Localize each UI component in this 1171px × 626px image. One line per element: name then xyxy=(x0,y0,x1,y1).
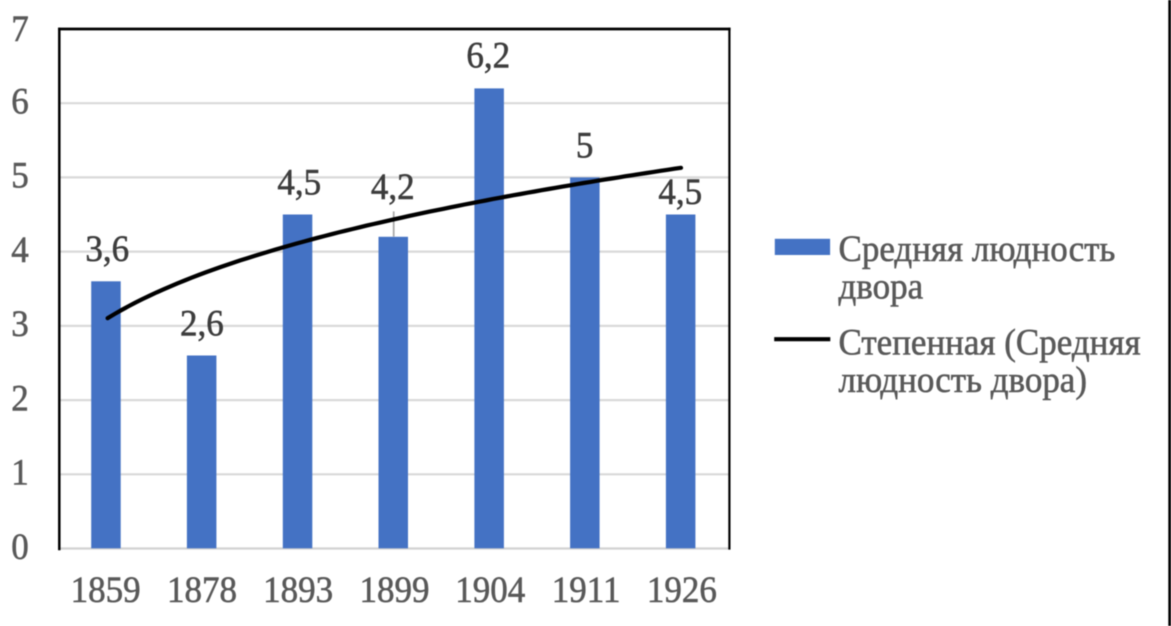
svg-text:5: 5 xyxy=(11,155,29,196)
svg-text:1899: 1899 xyxy=(360,569,430,610)
svg-text:Степенная (Средняя: Степенная (Средняя xyxy=(839,322,1141,363)
svg-text:3,6: 3,6 xyxy=(85,228,129,269)
svg-text:1: 1 xyxy=(11,452,29,493)
svg-text:1911: 1911 xyxy=(552,569,621,610)
svg-text:2,6: 2,6 xyxy=(180,302,224,343)
svg-text:людность двора): людность двора) xyxy=(839,359,1087,400)
svg-text:2: 2 xyxy=(11,377,29,418)
svg-text:Средняя людность: Средняя людность xyxy=(839,228,1116,269)
svg-text:1878: 1878 xyxy=(167,569,237,610)
svg-text:7: 7 xyxy=(11,8,29,49)
svg-text:1904: 1904 xyxy=(455,569,525,610)
svg-text:6,2: 6,2 xyxy=(466,34,510,75)
svg-text:1859: 1859 xyxy=(71,569,141,610)
svg-text:4,5: 4,5 xyxy=(277,161,321,202)
svg-text:двора: двора xyxy=(839,265,924,306)
svg-text:0: 0 xyxy=(11,526,29,567)
svg-text:5: 5 xyxy=(576,125,594,166)
svg-text:4,2: 4,2 xyxy=(371,166,415,207)
svg-text:4: 4 xyxy=(11,229,29,270)
svg-text:1926: 1926 xyxy=(647,569,717,610)
svg-text:4,5: 4,5 xyxy=(658,171,702,212)
svg-text:6: 6 xyxy=(11,80,29,121)
svg-text:1893: 1893 xyxy=(263,569,333,610)
svg-text:3: 3 xyxy=(11,303,29,344)
